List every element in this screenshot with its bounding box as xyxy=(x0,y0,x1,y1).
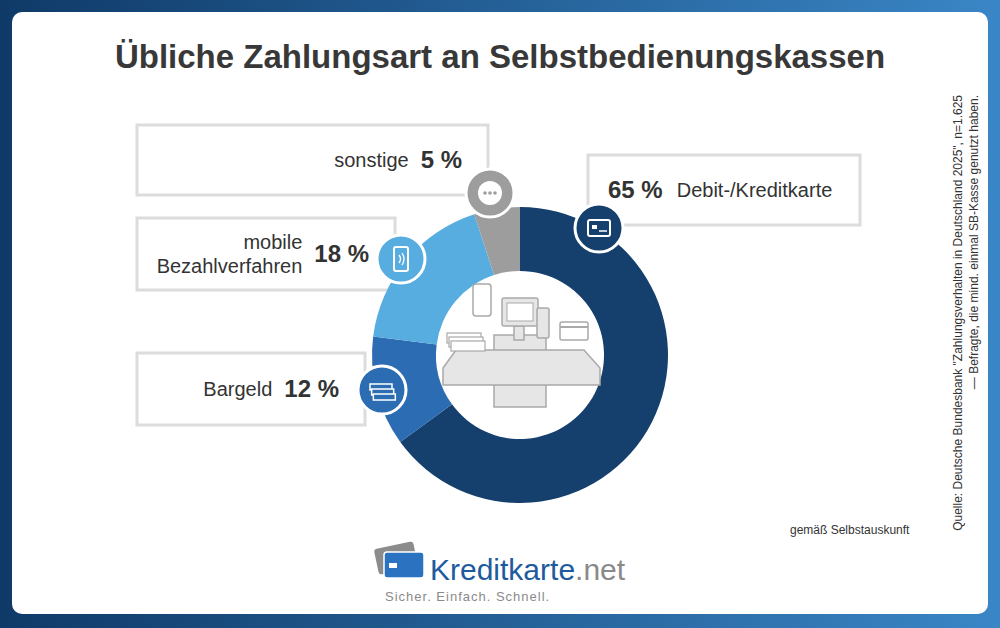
source: — Befragte, die mind. einmal SB-Kasse ge… xyxy=(967,95,981,389)
logo-card-chip xyxy=(389,563,397,568)
background-panel xyxy=(12,12,988,614)
icon-glyph xyxy=(399,253,404,265)
illustration-terminal xyxy=(537,308,549,338)
value-label: 5 % xyxy=(421,146,462,173)
illustration-phone xyxy=(473,284,491,316)
category-icon xyxy=(377,235,425,283)
icon-circle xyxy=(358,366,406,414)
icon-glyph xyxy=(488,191,492,195)
illustration-card-stripe xyxy=(560,326,588,328)
icon-glyph xyxy=(478,181,502,205)
illustration-counter xyxy=(443,350,600,385)
icon-glyph xyxy=(373,394,395,400)
illustration-screen xyxy=(502,298,538,326)
category-icon xyxy=(358,366,406,414)
slice xyxy=(373,214,494,344)
logo-suffix: .net xyxy=(575,553,626,586)
logo-name: Kreditkarte xyxy=(430,553,575,586)
label-box xyxy=(588,155,860,225)
category-icon xyxy=(575,204,623,252)
value-label: 12 % xyxy=(284,375,339,402)
label-boxes xyxy=(137,125,860,425)
icon-circle xyxy=(466,169,514,217)
illustration-stand xyxy=(514,326,524,340)
category-label: Debit-/Kreditkarte xyxy=(677,179,833,201)
label-box xyxy=(137,218,395,290)
icon-circle xyxy=(575,204,623,252)
value-label: 65 % xyxy=(608,176,663,203)
category-label: Bargeld xyxy=(203,378,272,400)
background-frame xyxy=(0,0,1000,628)
category-label: mobileBezahlverfahren xyxy=(157,231,303,277)
icon-glyph xyxy=(592,225,597,229)
chart-svg: Übliche Zahlungsart an Selbstbedienungsk… xyxy=(0,0,1000,628)
source: Quelle: Deutsche Bundesbank "Zahlungsver… xyxy=(951,95,965,531)
value-label: 18 % xyxy=(314,240,369,267)
icon-glyph xyxy=(599,230,607,232)
logo-card-front xyxy=(384,552,424,578)
illustration-screen-inner xyxy=(507,303,533,321)
icon-glyph xyxy=(493,191,497,195)
label-box xyxy=(137,125,488,195)
icon-glyph xyxy=(483,191,487,195)
icon-glyph xyxy=(394,247,408,271)
icon-circle xyxy=(377,235,425,283)
label-box xyxy=(137,353,365,425)
logo-tagline: Sicher. Einfach. Schnell. xyxy=(385,589,550,604)
logo-text: Kreditkarte.net xyxy=(430,553,626,586)
labels: 65 % Debit-/Kreditkarte 12 % Bargeld 18 % mob… xyxy=(157,146,833,402)
category-icon xyxy=(466,169,514,217)
illustration-card xyxy=(560,322,588,340)
center-illustration xyxy=(443,284,600,407)
logo: Kreditkarte.net Sicher. Einfach. Schnell. xyxy=(374,541,626,604)
title: Übliche Zahlungsart an Selbstbedienungsk… xyxy=(115,38,885,75)
donut xyxy=(372,207,668,503)
annotation: gemäß Selbstauskunft xyxy=(790,523,910,537)
illustration-cash xyxy=(451,341,485,351)
category-label: sonstige xyxy=(334,149,409,171)
icons xyxy=(358,169,623,414)
chart-root: Übliche Zahlungsart an Selbstbedienungsk… xyxy=(0,0,1000,628)
slice xyxy=(372,336,452,442)
icon-glyph xyxy=(588,220,610,236)
